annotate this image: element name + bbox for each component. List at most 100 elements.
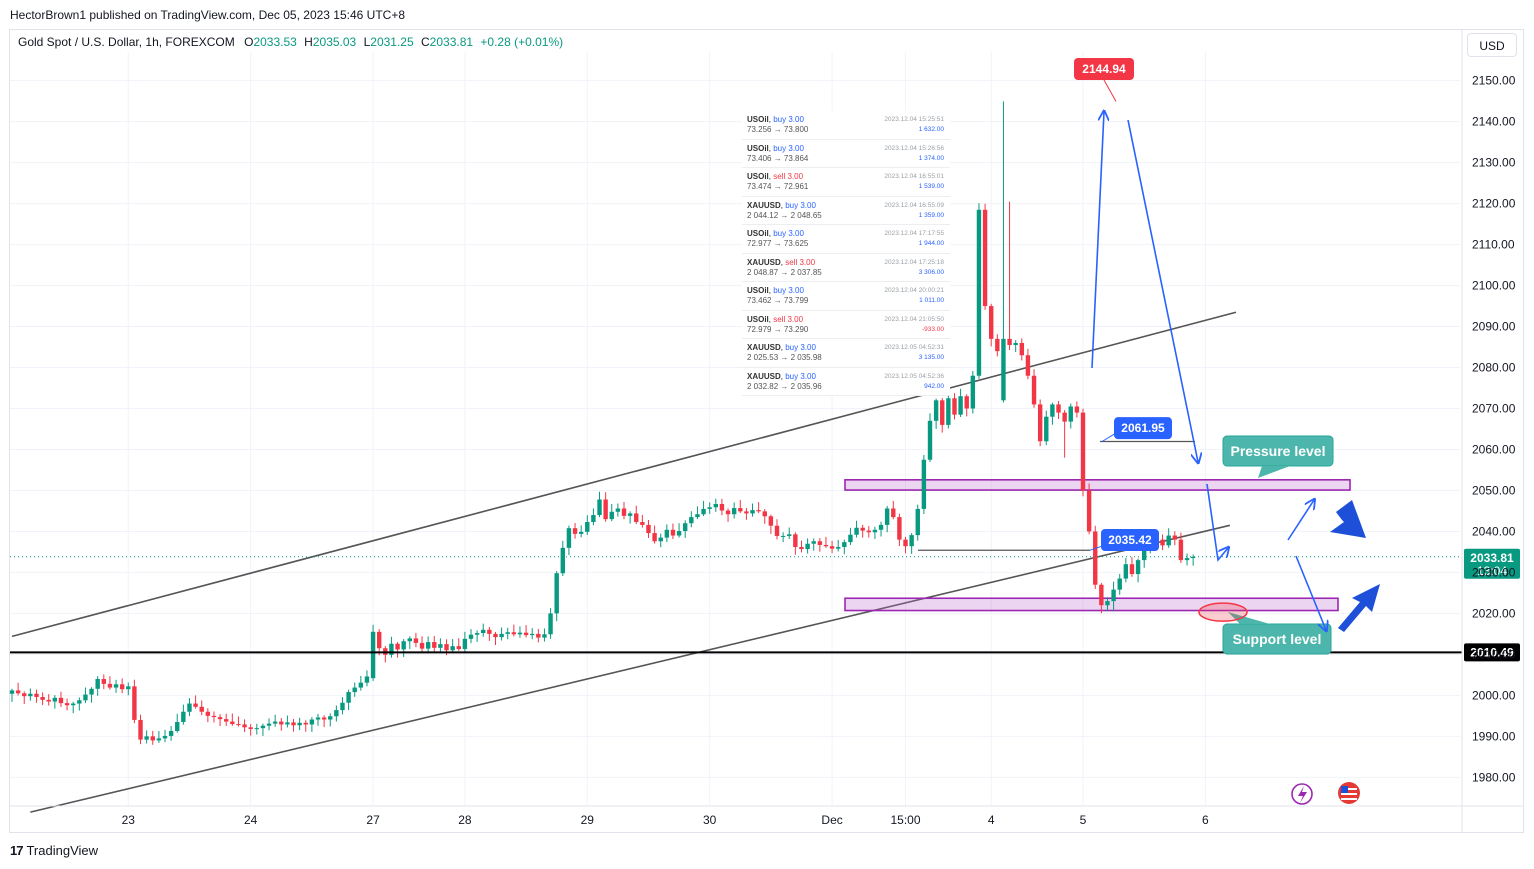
high-value: 2035.03 <box>312 35 357 49</box>
candle-body <box>670 529 676 536</box>
x-tick-label: 6 <box>1202 813 1209 827</box>
swing-annotation-box <box>1101 529 1159 552</box>
trade-date: 2023.12.05 04:52:36 <box>884 372 944 380</box>
candle-body <box>799 547 804 550</box>
trade-profit: 942.00 <box>924 382 944 390</box>
trade-profit: 1 359.00 <box>918 211 944 219</box>
candle-body <box>866 530 871 533</box>
candle-body <box>1068 406 1073 422</box>
candle-body <box>438 644 443 648</box>
candle-body <box>1001 338 1006 401</box>
candle-body <box>126 686 131 690</box>
y-tick-label: 2060.00 <box>1472 442 1516 456</box>
trade-date: 2023.12.04 17:25:18 <box>884 258 944 266</box>
candle-body <box>138 719 143 740</box>
peak-price-annotation-box <box>1074 58 1134 80</box>
candle-body <box>193 703 198 707</box>
candle-body <box>505 632 510 634</box>
trade-prices: 2 048.87 → 2 037.85 <box>747 267 822 277</box>
close-label: C <box>421 35 430 49</box>
candle-body <box>328 716 333 720</box>
candle-body <box>780 535 786 537</box>
publisher-header: HectorBrown1 published on TradingView.co… <box>10 8 406 22</box>
trade-row: USOil, buy 3.00 73.462 → 73.799 2023.12.04… <box>742 282 950 311</box>
trade-side: sell 3.00 <box>773 314 804 324</box>
candle-body <box>548 613 553 635</box>
candle-body <box>750 510 755 514</box>
trade-prices: 73.474 → 72.961 <box>747 182 809 191</box>
candle-body <box>493 633 498 638</box>
candle-body <box>1086 490 1092 532</box>
tradingview-logo-icon[interactable]: 17 <box>10 843 24 858</box>
candle-body <box>872 529 878 533</box>
candle-body <box>970 375 976 409</box>
y-tick-label: 1980.00 <box>1472 770 1516 784</box>
candle-body <box>1074 406 1080 413</box>
candle-body <box>897 517 902 540</box>
x-tick-label: Dec <box>821 813 842 827</box>
candle-body <box>364 676 370 683</box>
candle-body <box>175 721 180 732</box>
candle-body <box>860 527 865 531</box>
candle-body <box>774 525 780 536</box>
y-tick-label: 2120.00 <box>1472 197 1516 211</box>
candle-body <box>34 693 39 697</box>
candle-body <box>615 508 621 512</box>
trade-profit: 1 539.00 <box>918 183 944 190</box>
trade-row: USOil, buy 3.00 72.977 → 73.625 2023.12.04… <box>742 225 950 254</box>
pressure-level-callout: Pressure level <box>1231 443 1326 459</box>
callout-tail <box>1228 612 1270 624</box>
footer: 17 TradingView <box>10 843 98 858</box>
symbol-name[interactable]: Gold Spot / U.S. Dollar, 1h, FOREXCOM <box>18 35 235 49</box>
candle-body <box>242 724 247 728</box>
candle-body <box>285 722 290 725</box>
candle-body <box>499 633 504 638</box>
candle-body <box>1080 412 1086 491</box>
trade-date: 2023.12.04 20:00:21 <box>884 287 944 294</box>
candle-body <box>358 682 364 688</box>
candle-body <box>744 511 749 514</box>
candle-body <box>187 703 192 712</box>
candle-body <box>530 633 535 636</box>
trade-date: 2023.12.05 04:52:31 <box>884 344 944 351</box>
flag-stripe <box>1341 793 1357 795</box>
candle-body <box>1019 342 1024 356</box>
footer-brand[interactable]: TradingView <box>26 843 99 858</box>
candle-body <box>1099 584 1104 606</box>
candle-body <box>1178 539 1184 561</box>
candle-body <box>829 546 835 549</box>
y-tick-label: 2020.00 <box>1472 606 1516 620</box>
trade-row: USOil, sell 3.00 73.474 → 72.961 2023.12.0… <box>742 168 950 197</box>
candle-body <box>162 735 168 739</box>
trade-prices: 73.406 → 73.864 <box>747 153 809 163</box>
candle-body <box>1160 539 1165 546</box>
candle-body <box>1117 578 1122 590</box>
candle-body <box>297 722 302 726</box>
x-tick-label: 4 <box>988 813 995 827</box>
candle-body <box>713 503 718 508</box>
x-tick-label: 27 <box>366 813 380 827</box>
trade-row: XAUUSD, sell 3.00 2 048.87 → 2 037.85 2023… <box>742 254 950 282</box>
candle-body <box>658 537 663 542</box>
candle-body <box>230 721 235 725</box>
swing-annotation-box <box>1114 417 1172 440</box>
candle-body <box>315 717 321 720</box>
candle-body <box>1190 556 1196 559</box>
candle-body <box>787 534 792 536</box>
flag-canton <box>1341 786 1348 793</box>
candle-body <box>279 721 284 725</box>
candle-body <box>425 642 431 649</box>
candle-body <box>132 686 137 720</box>
candle-body <box>725 510 731 515</box>
currency-button[interactable]: USD <box>1467 33 1517 57</box>
candle-body <box>517 632 523 635</box>
trade-prices: 72.977 → 73.625 <box>747 239 809 248</box>
trade-side: buy 3.00 <box>773 143 804 153</box>
candle-body <box>762 511 767 517</box>
open-value: 2033.53 <box>253 35 297 49</box>
candle-body <box>640 522 645 525</box>
candle-body <box>793 534 798 548</box>
candle-body <box>854 527 859 535</box>
trade-date: 2023.12.04 15:25:51 <box>884 116 944 123</box>
